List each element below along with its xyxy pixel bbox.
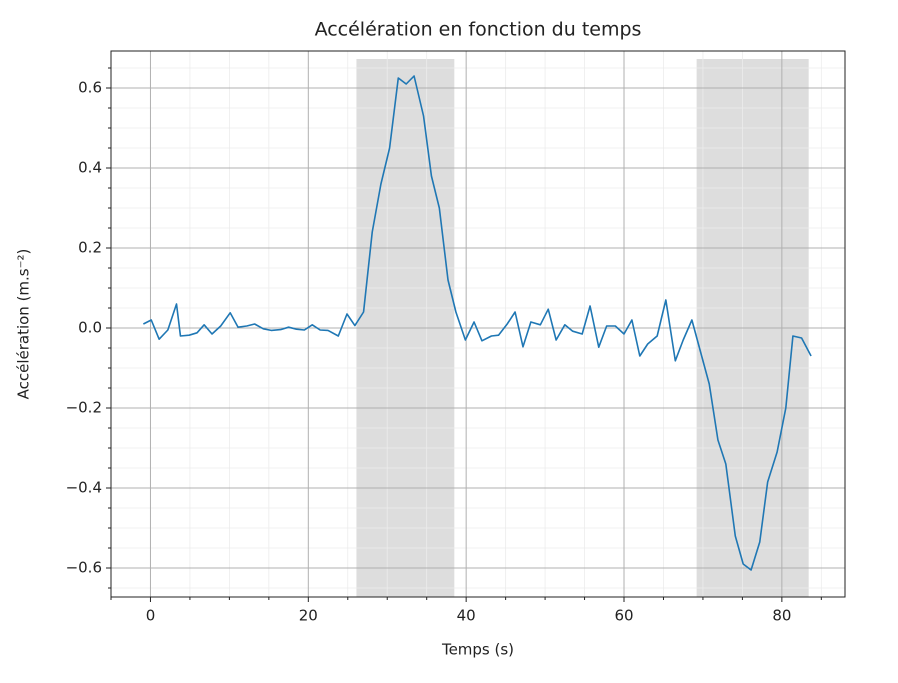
x-tick-label: 80 — [772, 607, 791, 625]
x-tick-label: 40 — [457, 607, 476, 625]
chart-title: Accélération en fonction du temps — [315, 19, 642, 41]
y-tick-label: 0.6 — [78, 79, 102, 97]
x-tick-label: 0 — [146, 607, 156, 625]
y-tick-label: 0.0 — [78, 319, 102, 337]
y-axis-label: Accélération (m.s⁻²) — [15, 249, 33, 400]
y-tick-label: −0.6 — [66, 559, 102, 577]
x-tick-label: 20 — [299, 607, 318, 625]
x-tick-label: 60 — [614, 607, 633, 625]
plot-frame — [110, 50, 846, 598]
data-line — [142, 75, 812, 571]
y-tick-label: −0.4 — [66, 479, 102, 497]
y-tick-label: 0.4 — [78, 159, 102, 177]
x-axis-label: Temps (s) — [441, 641, 514, 659]
y-tick-label: −0.2 — [66, 399, 102, 417]
y-tick-label: 0.2 — [78, 239, 102, 257]
